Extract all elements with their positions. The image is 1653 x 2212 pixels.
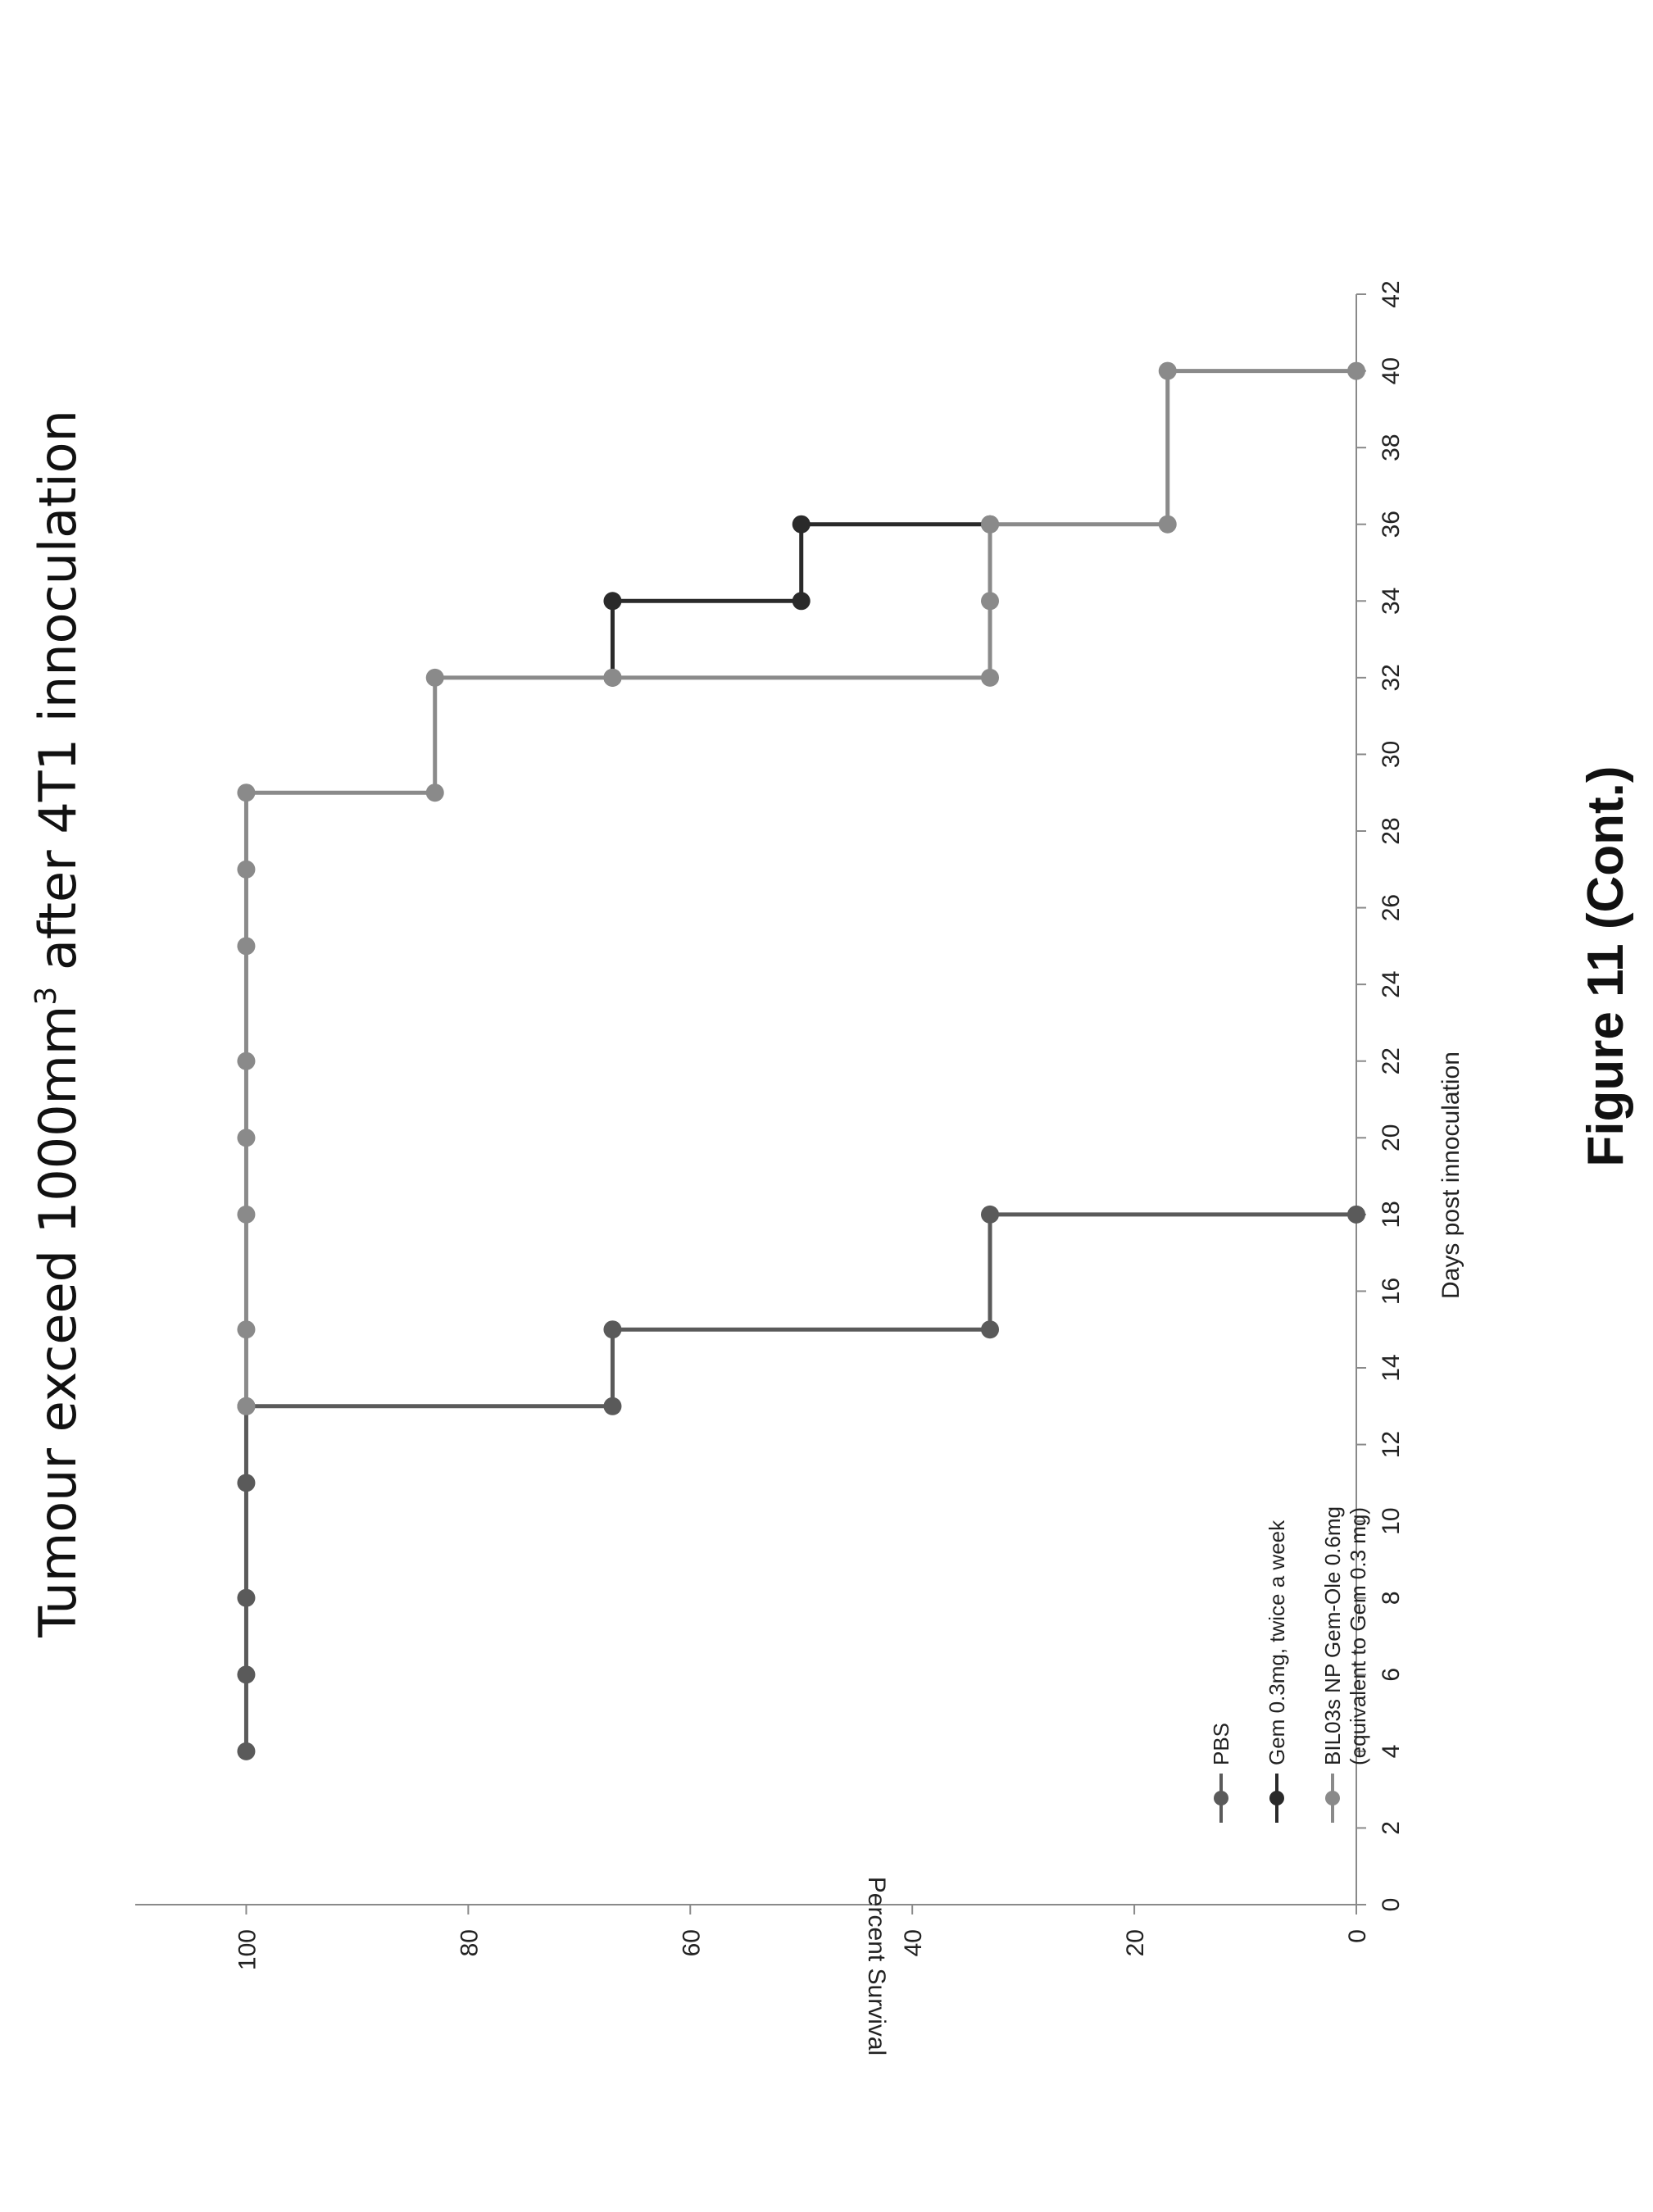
data-point: [237, 860, 256, 879]
data-point: [603, 1397, 622, 1415]
data-point: [1347, 361, 1365, 380]
x-tick-label: 18: [1378, 1201, 1405, 1228]
x-tick-label: 36: [1378, 511, 1405, 538]
data-point: [237, 1742, 256, 1760]
legend-item: BIL03s NP Gem-Ole 0.6mg (equivalent to Ge…: [1320, 1506, 1370, 1823]
data-point: [603, 668, 622, 687]
x-tick-label: 16: [1378, 1278, 1405, 1305]
x-tick-label: 42: [1378, 280, 1405, 307]
data-point: [237, 1474, 256, 1492]
chart-title-superscript: 3: [30, 987, 63, 1006]
y-tick-label: 100: [234, 1929, 261, 1970]
data-point: [792, 515, 811, 534]
x-tick-label: 12: [1378, 1431, 1405, 1458]
legend-item: Gem 0.3mg, twice a week: [1265, 1519, 1289, 1823]
y-tick-label: 0: [1344, 1929, 1371, 1943]
data-point: [792, 592, 811, 611]
figure-caption: Figure 11 (Cont.): [1578, 765, 1634, 1166]
data-point: [1347, 1205, 1365, 1224]
data-point: [1158, 361, 1177, 380]
x-tick-label: 0: [1378, 1898, 1405, 1912]
data-point: [981, 668, 999, 687]
x-tick-label: 10: [1378, 1507, 1405, 1534]
data-point: [237, 1205, 256, 1224]
x-tick-label: 8: [1378, 1591, 1405, 1605]
legend-swatch-marker: [1214, 1791, 1228, 1805]
series-layer: [237, 361, 1365, 1760]
data-point: [603, 1320, 622, 1339]
data-point: [981, 1205, 999, 1224]
data-point: [237, 1397, 256, 1415]
data-point: [981, 592, 999, 611]
legend-label: BIL03s NP Gem-Ole 0.6mg: [1320, 1506, 1345, 1765]
x-tick-label: 2: [1378, 1821, 1405, 1835]
data-point: [237, 1588, 256, 1607]
x-tick-label: 24: [1378, 970, 1405, 997]
y-tick-label: 40: [900, 1929, 927, 1956]
data-point: [237, 784, 256, 802]
data-point: [237, 1129, 256, 1147]
data-point: [425, 784, 444, 802]
data-point: [237, 1320, 256, 1339]
series-2: [603, 515, 999, 687]
x-tick-label: 30: [1378, 741, 1405, 768]
chart-title: Tumour exceed 1000mm3 after 4T1 innocula…: [28, 410, 88, 1638]
x-tick-label: 28: [1378, 817, 1405, 844]
x-tick-label: 6: [1378, 1668, 1405, 1682]
series-line: [243, 1212, 1356, 1751]
legend-label: Gem 0.3mg, twice a week: [1265, 1519, 1289, 1765]
data-point: [237, 937, 256, 956]
data-point: [981, 515, 999, 534]
y-tick-label: 80: [456, 1929, 483, 1956]
series-3: [237, 361, 1365, 1415]
x-tick-label: 40: [1378, 357, 1405, 384]
legend-label: PBS: [1209, 1723, 1233, 1765]
legend-label-line2: (equivalent to Gem 0.3 mg): [1346, 1507, 1370, 1765]
y-tick-label: 60: [678, 1929, 705, 1956]
chart-title-main: Tumour exceed 1000mm: [28, 1006, 88, 1638]
x-tick-label: 22: [1378, 1047, 1405, 1074]
data-point: [1158, 515, 1177, 534]
data-point: [603, 592, 622, 611]
y-axis-title: Percent Survival: [863, 1877, 890, 2055]
legend-item: PBS: [1209, 1723, 1233, 1823]
legend: PBS Gem 0.3mg, twice a week BIL03s NP Gem-…: [1209, 1506, 1370, 1823]
y-tick-label: 20: [1122, 1929, 1149, 1956]
series-1: [237, 1205, 1365, 1760]
x-tick-label: 20: [1378, 1124, 1405, 1151]
x-tick-label: 38: [1378, 434, 1405, 461]
legend-swatch-marker: [1325, 1791, 1340, 1805]
data-point: [981, 1320, 999, 1339]
x-axis-title: Days post innoculation: [1437, 1051, 1465, 1299]
x-tick-label: 14: [1378, 1354, 1405, 1381]
data-point: [237, 1051, 256, 1070]
legend-swatch-marker: [1269, 1791, 1284, 1805]
x-tick-label: 32: [1378, 664, 1405, 691]
x-tick-label: 26: [1378, 894, 1405, 921]
chart-title-rest: after 4T1 innoculation: [28, 410, 88, 987]
x-tick-label: 34: [1378, 588, 1405, 615]
axes: 0246810121416182022242628303234363840420…: [135, 280, 1405, 1970]
data-point: [237, 1665, 256, 1684]
data-point: [425, 668, 444, 687]
x-tick-label: 4: [1378, 1745, 1405, 1759]
